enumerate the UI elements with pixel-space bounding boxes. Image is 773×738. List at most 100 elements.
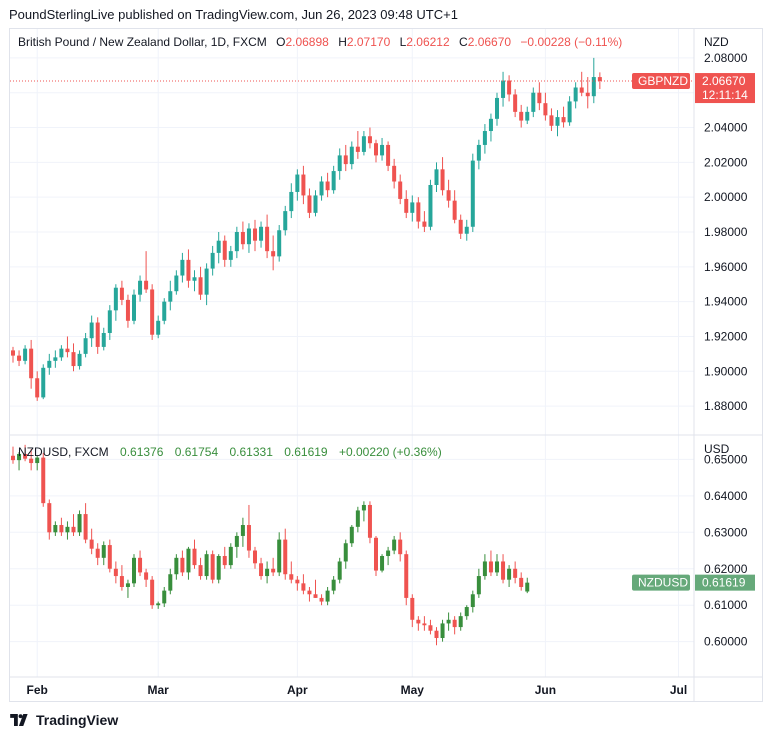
candle-body xyxy=(525,582,530,592)
nzdusd-high: 0.61754 xyxy=(175,445,219,459)
candle-body xyxy=(125,583,130,587)
candle-body xyxy=(107,310,112,333)
candle-body xyxy=(410,202,415,213)
candle-body xyxy=(307,590,312,595)
x-tick-label: Mar xyxy=(148,683,170,697)
candle-body xyxy=(464,226,469,234)
candle-body xyxy=(331,579,336,591)
candle-body xyxy=(513,94,518,112)
candle-body xyxy=(204,554,209,577)
nzdusd-grid xyxy=(10,435,694,677)
candle-body xyxy=(113,287,118,311)
candle-body xyxy=(240,232,245,245)
candle-body xyxy=(83,338,88,354)
candle-body xyxy=(29,458,34,464)
candle-body xyxy=(138,280,143,295)
candle-body xyxy=(29,348,34,379)
y-tick-label: 2.08000 xyxy=(704,51,748,65)
candle-body xyxy=(464,607,469,617)
candle-body xyxy=(482,561,487,577)
gbpnzd-grid xyxy=(10,29,694,435)
nzdusd-last-price-label: NZDUSD 0.61619 xyxy=(632,574,755,591)
candle-body xyxy=(228,251,233,260)
y-tick-label: 2.04000 xyxy=(704,121,748,135)
candle-body xyxy=(277,539,282,573)
x-tick-label: Apr xyxy=(287,683,308,697)
publisher-header: PoundSterlingLive published on TradingVi… xyxy=(9,7,458,22)
x-tick-label: Feb xyxy=(27,683,48,697)
candle-body xyxy=(210,554,215,580)
candle-body xyxy=(482,131,487,145)
candle-body xyxy=(295,579,300,584)
candle-body xyxy=(192,277,197,281)
footer[interactable]: TradingView xyxy=(10,712,118,728)
candle-body xyxy=(65,526,70,533)
candle-body xyxy=(549,115,554,126)
nzdusd-price-axis[interactable]: 0.65000 0.64000 0.63000 0.62000 0.61000 0.600… xyxy=(704,452,748,648)
candle-body xyxy=(422,221,427,227)
candle-body xyxy=(17,355,22,361)
candle-body xyxy=(11,455,15,461)
candle-body xyxy=(476,576,481,595)
gbpnzd-candles xyxy=(11,57,602,401)
time-axis[interactable]: Feb Mar Apr May Jun Jul xyxy=(27,683,688,697)
gbpnzd-symbol-box xyxy=(632,73,690,90)
candle-body xyxy=(561,117,566,123)
y-tick-label: 1.90000 xyxy=(704,364,748,378)
candle-body xyxy=(434,630,439,639)
candle-body xyxy=(144,572,149,580)
nzdusd-symbol-box xyxy=(632,574,690,591)
y-tick-label: 2.00000 xyxy=(704,190,748,204)
candle-body xyxy=(374,143,378,156)
y-tick-label: 1.96000 xyxy=(704,260,748,274)
candle-body xyxy=(307,195,312,213)
candle-body xyxy=(488,118,493,132)
candle-body xyxy=(101,332,106,347)
gbpnzd-price-axis[interactable]: 2.080002.060002.040002.020002.000001.980… xyxy=(704,51,748,413)
candle-body xyxy=(234,232,239,252)
candle-body xyxy=(59,348,64,358)
candle-body xyxy=(428,625,433,631)
x-tick-label: Jun xyxy=(535,683,556,697)
candle-body xyxy=(228,546,233,566)
candle-body xyxy=(392,165,397,182)
candle-body xyxy=(567,101,572,123)
candle-body xyxy=(277,230,282,257)
candle-body xyxy=(41,367,46,398)
gbpnzd-change: −0.00228 (−0.11%) xyxy=(520,35,622,49)
candle-body xyxy=(150,579,155,606)
y-tick-label: 0.63000 xyxy=(704,525,748,539)
candle-body xyxy=(53,525,58,533)
candle-body xyxy=(313,195,318,213)
candle-body xyxy=(89,322,94,339)
y-tick-label: 0.61000 xyxy=(704,598,748,612)
candle-body xyxy=(525,111,530,121)
chart-canvas[interactable]: 2.080002.060002.040002.020002.000001.980… xyxy=(10,29,762,701)
candle-body xyxy=(386,144,391,166)
candle-body xyxy=(470,594,475,608)
x-tick-label: Jul xyxy=(670,683,687,697)
y-tick-label: 1.92000 xyxy=(704,329,748,343)
candle-body xyxy=(17,453,22,461)
candle-body xyxy=(47,503,52,533)
candle-body xyxy=(65,348,70,353)
candle-body xyxy=(519,577,524,587)
candle-body xyxy=(555,117,560,126)
nzdusd-currency: USD xyxy=(704,442,730,456)
nzdusd-value-text: 0.61619 xyxy=(702,576,746,590)
candle-body xyxy=(253,228,257,241)
candle-body xyxy=(519,111,524,121)
candle-body xyxy=(156,603,161,606)
chart-frame[interactable]: 2.080002.060002.040002.020002.000001.980… xyxy=(9,28,763,702)
candle-body xyxy=(77,514,82,533)
candle-body xyxy=(253,550,257,564)
candle-body xyxy=(289,191,294,212)
candle-body xyxy=(440,623,445,639)
candle-body xyxy=(216,556,221,580)
candle-body xyxy=(531,92,536,112)
nzdusd-symbol-text: NZDUSD xyxy=(638,576,688,590)
candle-body xyxy=(380,144,385,156)
candle-body xyxy=(458,219,463,234)
candle-body xyxy=(23,348,28,361)
candle-body xyxy=(186,259,191,281)
